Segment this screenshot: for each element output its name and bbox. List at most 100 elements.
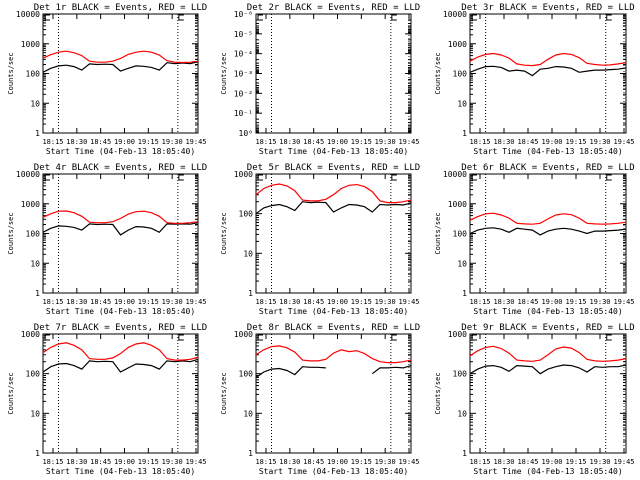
panel-title: Det 2r BLACK = Events, RED = LLD — [247, 3, 420, 13]
series-lld-line — [469, 345, 627, 362]
y-tick-label: 1 — [35, 289, 40, 298]
panel-title: Det 6r BLACK = Events, RED = LLD — [461, 163, 634, 173]
x-tick-label: 19:00 — [114, 298, 135, 306]
interval-bracket — [606, 14, 612, 21]
panel-title: Det 8r BLACK = Events, RED = LLD — [247, 323, 420, 333]
x-tick-label: 19:45 — [185, 458, 206, 466]
x-tick-label: 19:45 — [613, 458, 634, 466]
series-lld-line — [469, 52, 627, 67]
x-tick-label: 19:30 — [589, 298, 610, 306]
x-tick-label: 19:30 — [589, 458, 610, 466]
y-axis-label: Counts/sec — [434, 372, 442, 414]
panel-det-5: Det 5r BLACK = Events, RED = LLD 1 10 100 10… — [220, 163, 420, 316]
x-tick-label: 18:30 — [279, 138, 300, 146]
x-tick-label: 18:15 — [255, 138, 276, 146]
interval-bracket — [178, 174, 184, 181]
x-axis-label: Start Time (04-Feb-13 18:05:40) — [46, 467, 195, 476]
x-tick-label: 19:00 — [114, 138, 135, 146]
series-events-line — [255, 365, 412, 378]
x-tick-label: 18:30 — [66, 298, 87, 306]
y-axis-label: Counts/sec — [7, 372, 15, 414]
interval-bracket — [44, 334, 50, 341]
y-tick-label: 10 — [457, 259, 467, 268]
x-tick-label: 18:30 — [279, 298, 300, 306]
x-tick-label: 18:45 — [90, 138, 111, 146]
x-tick-label: 18:45 — [303, 298, 324, 306]
x-tick-label: 18:45 — [90, 458, 111, 466]
y-axis-label: Counts/sec — [220, 52, 228, 94]
y-tick-label: 10⁻² — [234, 89, 253, 98]
y-tick-label: 10 — [243, 249, 253, 258]
panel-det-3: Det 3r BLACK = Events, RED = LLD 1 10 100 10… — [434, 3, 635, 156]
x-tick-label: 18:15 — [469, 298, 490, 306]
panel-title: Det 9r BLACK = Events, RED = LLD — [461, 323, 634, 333]
interval-bracket — [391, 334, 397, 341]
interval-bracket — [471, 334, 477, 341]
panel-det-6: Det 6r BLACK = Events, RED = LLD 1 10 100 10… — [434, 163, 635, 316]
x-tick-label: 19:45 — [613, 138, 634, 146]
interval-bracket — [44, 174, 50, 181]
y-tick-label: 1 — [248, 449, 253, 458]
y-tick-label: 1000 — [21, 200, 40, 209]
x-tick-label: 18:30 — [493, 298, 514, 306]
y-axis-label: Counts/sec — [220, 212, 228, 254]
x-tick-label: 19:30 — [162, 138, 183, 146]
series-events-line — [469, 65, 627, 77]
y-tick-label: 1 — [462, 289, 467, 298]
y-tick-label: 10 — [30, 259, 40, 268]
x-tick-label: 19:45 — [185, 298, 206, 306]
x-tick-label: 19:00 — [541, 458, 562, 466]
interval-bracket — [606, 174, 612, 181]
x-tick-label: 18:15 — [255, 298, 276, 306]
x-tick-label: 19:45 — [398, 458, 419, 466]
x-tick-label: 18:45 — [90, 298, 111, 306]
y-tick-label: 10 — [243, 409, 253, 418]
x-tick-label: 19:15 — [138, 458, 159, 466]
series-events-line — [255, 201, 412, 215]
y-tick-label: 1 — [248, 289, 253, 298]
x-tick-label: 19:45 — [185, 138, 206, 146]
interval-bracket — [257, 174, 263, 181]
panel-title: Det 1r BLACK = Events, RED = LLD — [34, 3, 207, 13]
interval-bracket — [606, 334, 612, 341]
panel-det-4: Det 4r BLACK = Events, RED = LLD 1 10 100 10… — [7, 163, 207, 316]
x-tick-label: 19:15 — [351, 298, 372, 306]
y-tick-label: 100 — [26, 370, 41, 379]
x-axis-label: Start Time (04-Feb-13 18:05:40) — [473, 307, 622, 316]
panel-title: Det 5r BLACK = Events, RED = LLD — [247, 163, 420, 173]
x-tick-label: 19:15 — [138, 298, 159, 306]
x-tick-label: 18:45 — [303, 458, 324, 466]
y-tick-label: 10 — [457, 99, 467, 108]
series-events-line — [42, 61, 199, 73]
x-tick-label: 18:30 — [279, 458, 300, 466]
interval-bracket — [471, 174, 477, 181]
interval-bracket — [178, 14, 184, 21]
x-tick-label: 18:30 — [66, 458, 87, 466]
y-tick-label: 100 — [26, 70, 41, 79]
y-tick-label: 1 — [35, 129, 40, 138]
y-tick-label: 10⁻⁵ — [234, 30, 253, 39]
x-tick-label: 19:30 — [589, 138, 610, 146]
x-tick-label: 18:45 — [303, 138, 324, 146]
x-tick-label: 19:45 — [398, 298, 419, 306]
y-tick-label: 1 — [462, 129, 467, 138]
y-tick-label: 10⁻⁶ — [234, 10, 253, 19]
panel-det-2: Det 2r BLACK = Events, RED = LLD 10⁰ 10⁻¹ 1… — [220, 3, 420, 156]
interval-bracket — [471, 14, 477, 21]
y-tick-label: 1 — [35, 449, 40, 458]
y-axis-label: Counts/sec — [7, 52, 15, 94]
panel-det-7: Det 7r BLACK = Events, RED = LLD 1 10 100 10… — [7, 323, 207, 476]
y-tick-label: 1000 — [448, 200, 467, 209]
y-tick-label: 1000 — [448, 330, 467, 339]
interval-bracket — [257, 334, 263, 341]
x-tick-label: 19:00 — [541, 138, 562, 146]
y-tick-label: 1000 — [21, 40, 40, 49]
interval-bracket — [44, 14, 50, 21]
x-tick-label: 19:30 — [375, 458, 396, 466]
plot-frame — [255, 173, 412, 294]
y-tick-label: 1000 — [448, 40, 467, 49]
x-axis-label: Start Time (04-Feb-13 18:05:40) — [473, 147, 622, 156]
series-events-line — [469, 227, 627, 236]
x-tick-label: 19:30 — [375, 298, 396, 306]
x-tick-label: 18:45 — [517, 138, 538, 146]
